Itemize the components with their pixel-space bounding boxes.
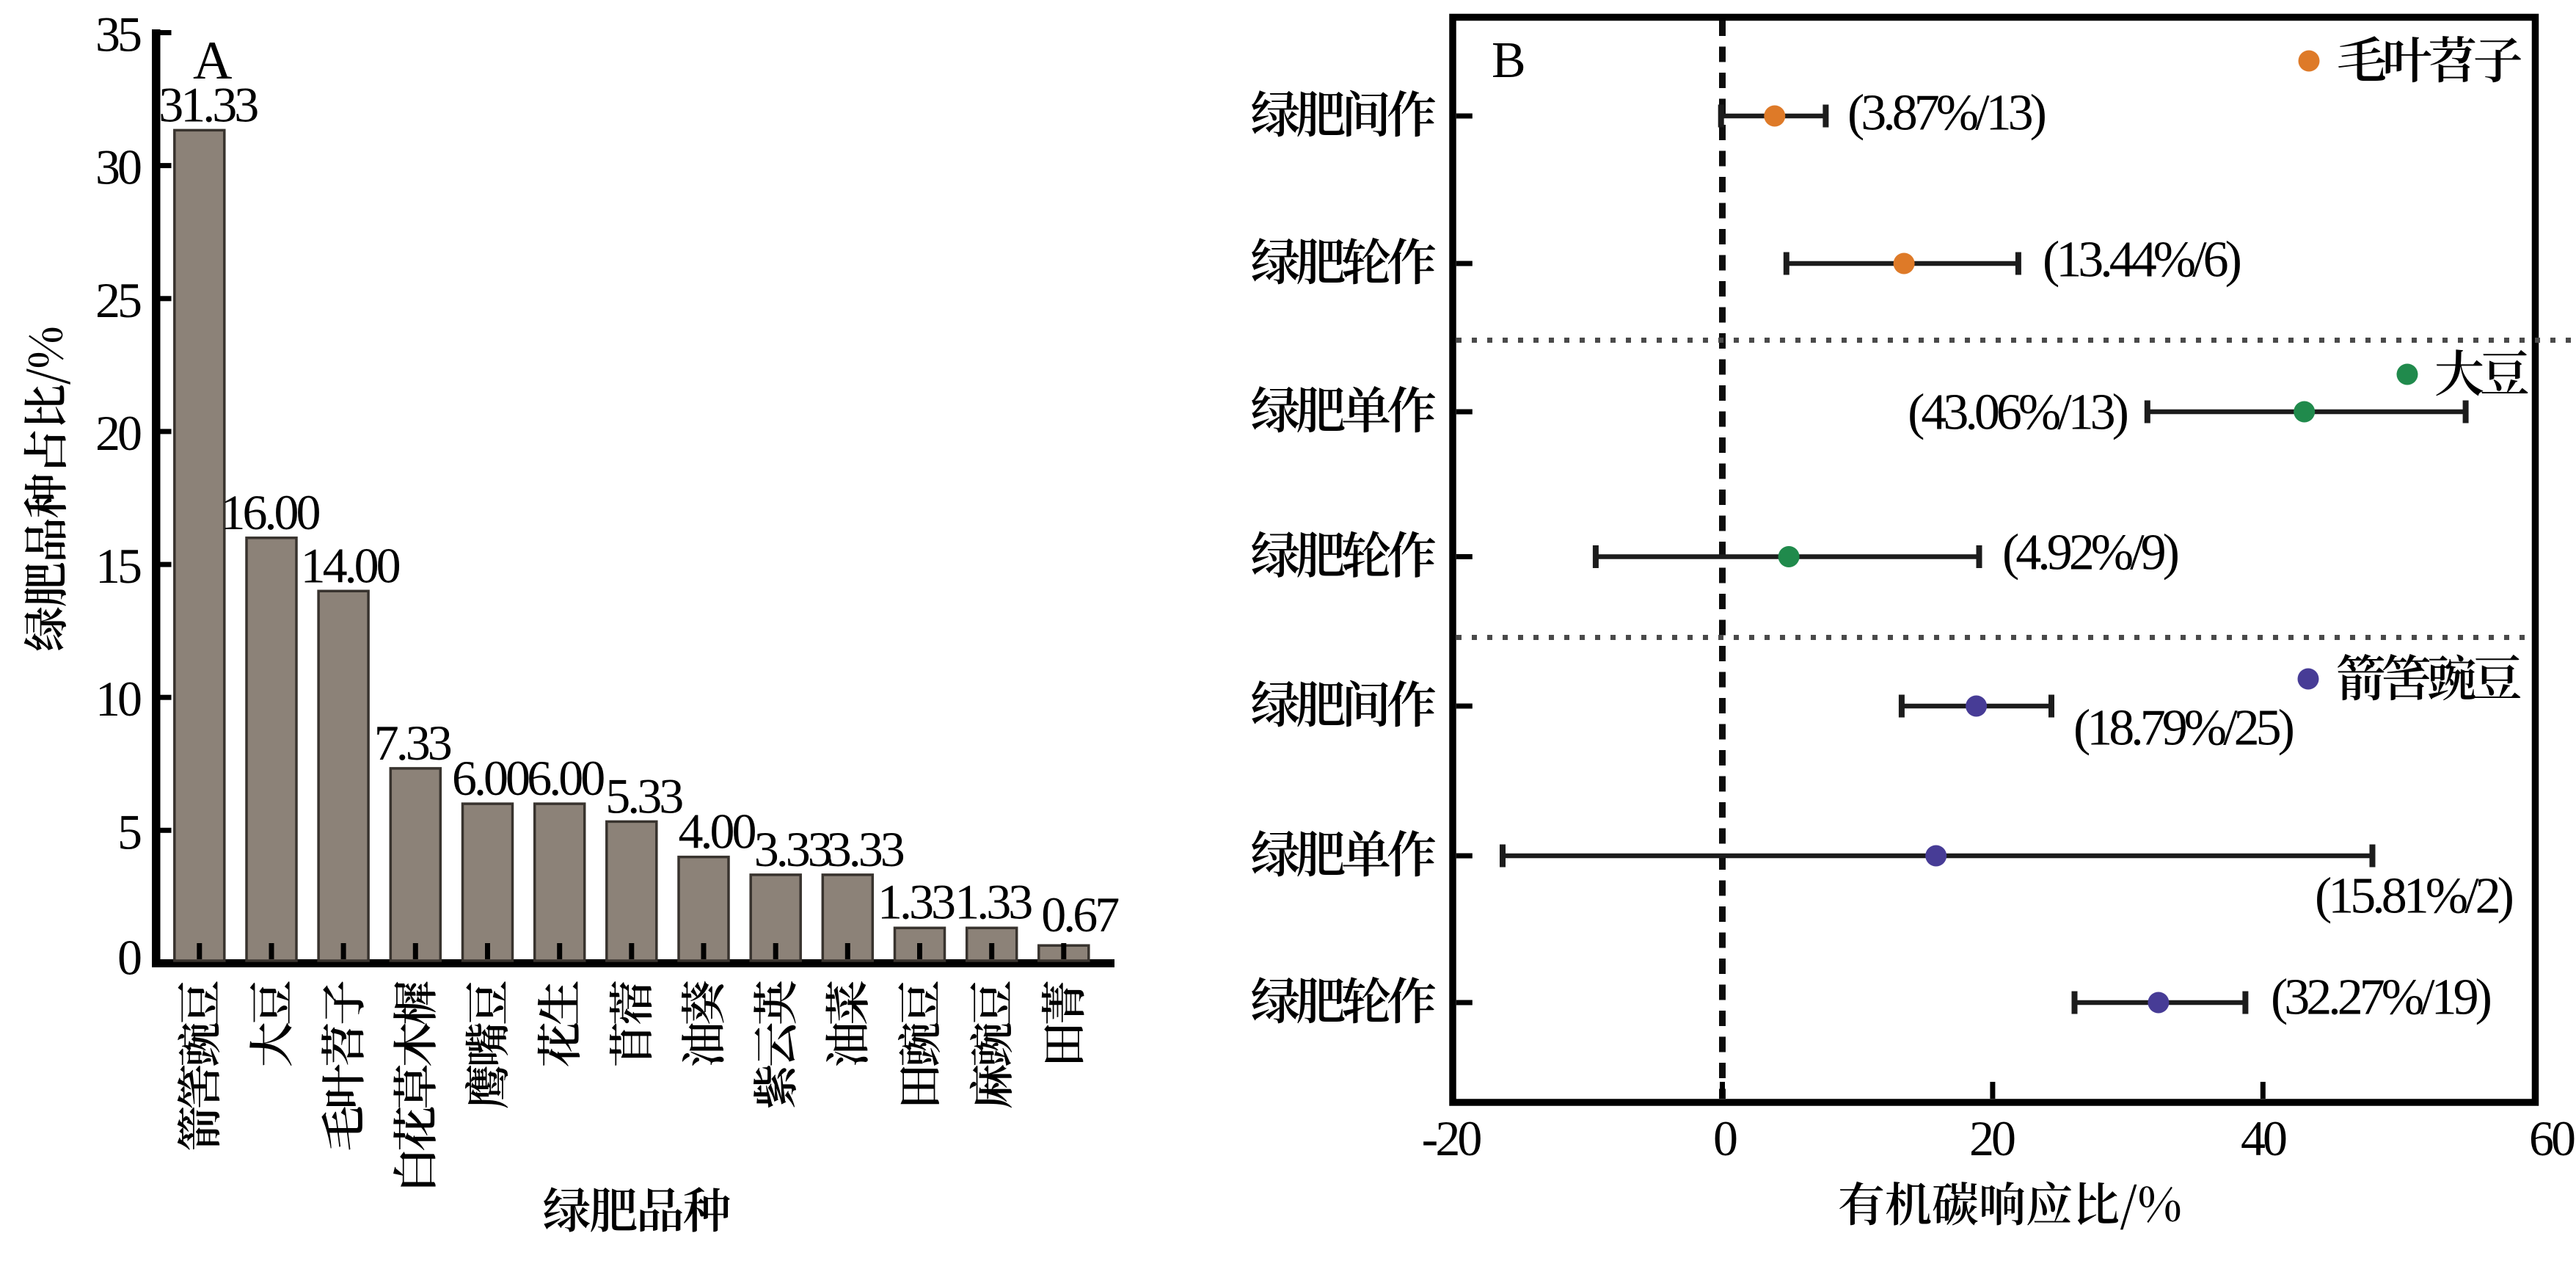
- svg-text:A: A: [193, 31, 232, 91]
- svg-text:10: 10: [95, 671, 141, 727]
- svg-text:B: B: [1492, 32, 1526, 89]
- svg-text:3.33: 3.33: [827, 821, 904, 877]
- svg-text:25: 25: [95, 272, 141, 328]
- svg-text:60: 60: [2529, 1110, 2575, 1166]
- svg-text:7.33: 7.33: [374, 715, 451, 771]
- svg-text:40: 40: [2241, 1110, 2286, 1166]
- svg-text:1.33: 1.33: [877, 873, 955, 929]
- svg-text:5: 5: [117, 804, 141, 859]
- svg-text:0: 0: [1713, 1110, 1737, 1166]
- svg-text:(43.06%/13): (43.06%/13): [1908, 385, 2128, 441]
- svg-text:(32.27%/19): (32.27%/19): [2271, 970, 2491, 1026]
- svg-text:(18.79%/25): (18.79%/25): [2073, 700, 2294, 757]
- svg-text:20: 20: [95, 405, 141, 461]
- svg-text:0.67: 0.67: [1041, 887, 1119, 942]
- svg-text:3.33: 3.33: [754, 821, 831, 877]
- svg-text:-20: -20: [1422, 1110, 1481, 1166]
- svg-text:4.00: 4.00: [679, 804, 756, 859]
- svg-text:1.33: 1.33: [955, 873, 1032, 929]
- svg-text:6.00: 6.00: [452, 750, 529, 806]
- svg-text:15: 15: [95, 538, 141, 594]
- svg-text:(4.92%/9): (4.92%/9): [2002, 525, 2178, 581]
- svg-text:35: 35: [95, 7, 141, 62]
- svg-text:0: 0: [117, 930, 141, 986]
- svg-text:(3.87%/13): (3.87%/13): [1847, 85, 2046, 142]
- svg-text:5.33: 5.33: [605, 768, 682, 823]
- svg-text:6.00: 6.00: [527, 750, 604, 806]
- svg-text:31.33: 31.33: [158, 76, 258, 132]
- svg-text:(13.44%/6): (13.44%/6): [2043, 232, 2241, 288]
- svg-text:20: 20: [1969, 1110, 2015, 1166]
- svg-text:(15.81%/2): (15.81%/2): [2315, 868, 2513, 925]
- svg-text:14.00: 14.00: [301, 537, 400, 593]
- svg-text:30: 30: [95, 139, 141, 195]
- svg-text:16.00: 16.00: [221, 484, 320, 540]
